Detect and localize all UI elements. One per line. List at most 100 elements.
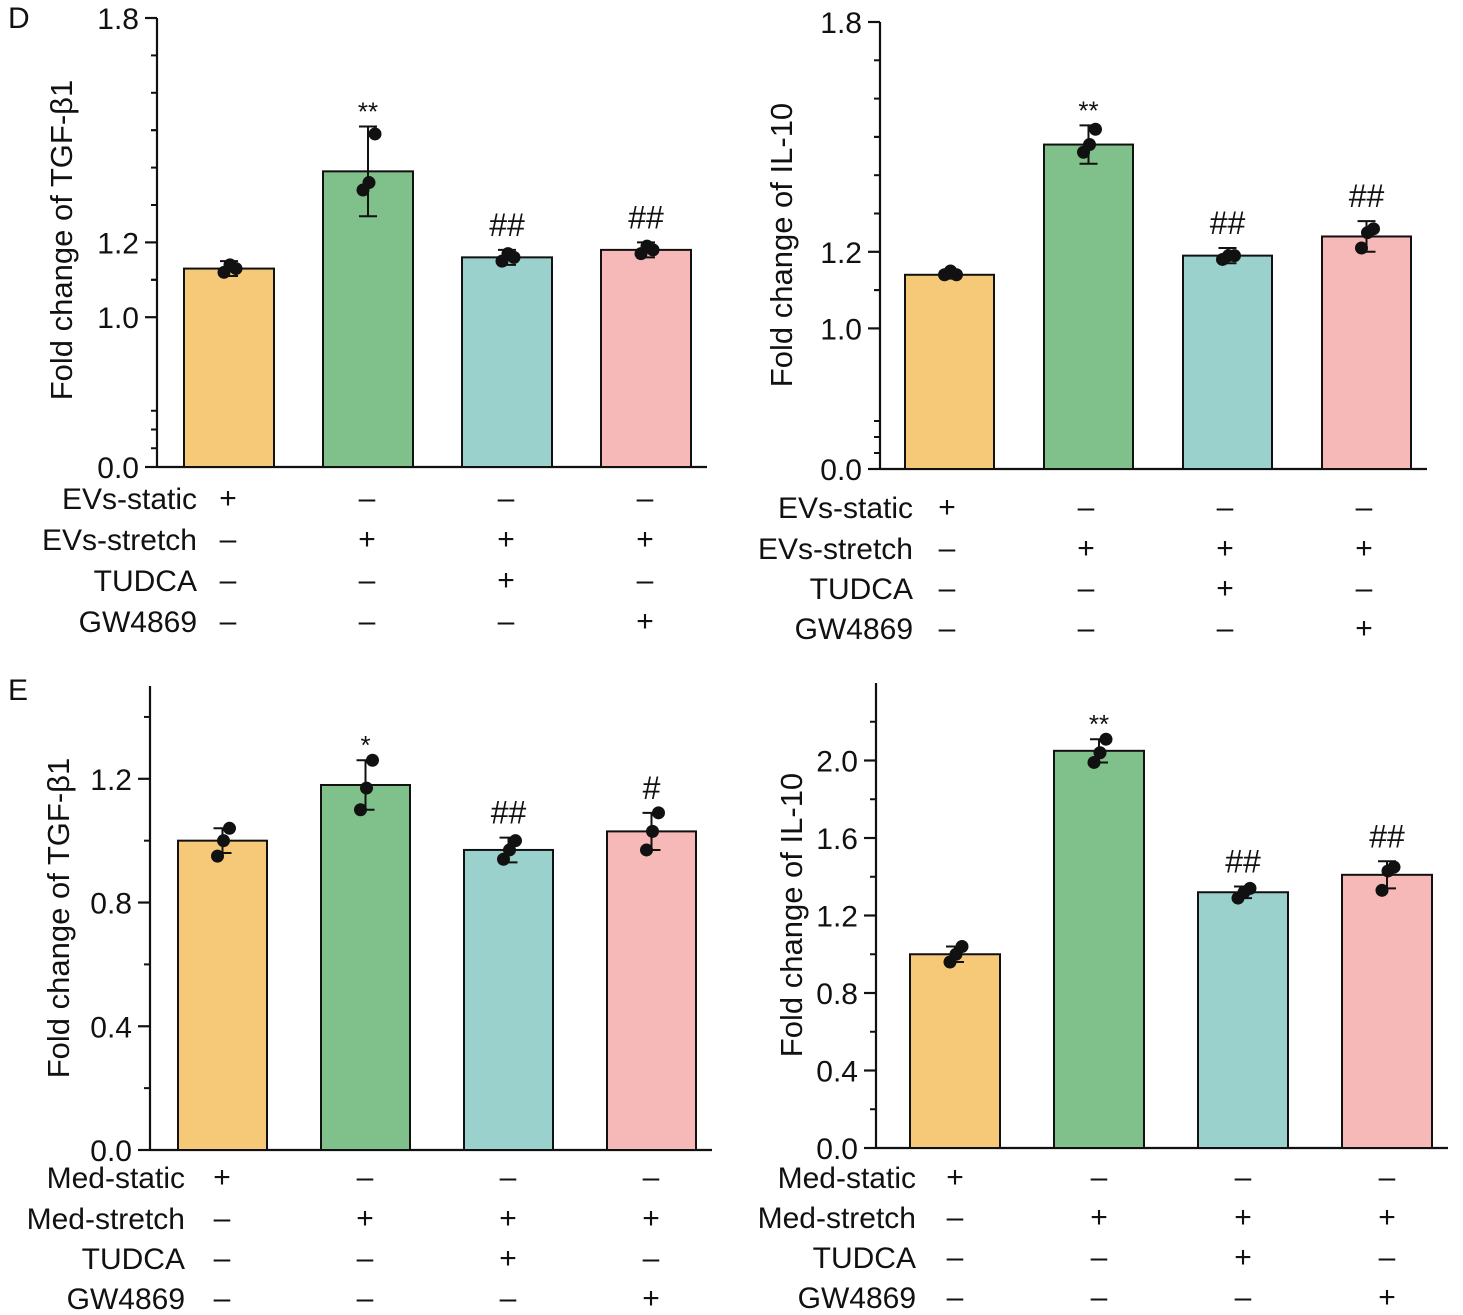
condition-label: Med-static bbox=[778, 1162, 916, 1195]
condition-sign: – bbox=[1356, 491, 1373, 524]
condition-sign: – bbox=[1379, 1161, 1396, 1194]
y-tick-label: 0.0 bbox=[97, 452, 139, 485]
condition-label: TUDCA bbox=[94, 565, 197, 598]
data-point bbox=[497, 852, 510, 866]
condition-sign: + bbox=[1378, 1281, 1396, 1314]
condition-sign: + bbox=[642, 1202, 660, 1235]
condition-sign: – bbox=[939, 572, 956, 605]
y-tick-label: 1.2 bbox=[90, 764, 132, 797]
significance-label: ## bbox=[1225, 843, 1261, 879]
condition-label: Med-stretch bbox=[27, 1203, 185, 1236]
condition-sign: – bbox=[214, 1202, 231, 1235]
data-point bbox=[366, 753, 379, 767]
condition-sign: + bbox=[1355, 532, 1373, 565]
condition-sign: – bbox=[1217, 612, 1234, 645]
condition-sign: + bbox=[1216, 532, 1234, 565]
data-point bbox=[507, 250, 521, 264]
y-tick-label: 2.0 bbox=[816, 746, 858, 779]
y-tick-label: 1.0 bbox=[820, 313, 862, 346]
data-point bbox=[1387, 860, 1401, 874]
y-tick-label: 0.8 bbox=[816, 978, 858, 1011]
condition-sign: + bbox=[219, 482, 237, 515]
data-point bbox=[646, 824, 659, 838]
condition-sign: – bbox=[220, 523, 237, 556]
bar-1 bbox=[177, 839, 268, 1152]
significance-label: # bbox=[643, 770, 661, 806]
condition-sign: + bbox=[636, 523, 654, 556]
condition-sign: – bbox=[939, 532, 956, 565]
y-tick-label: 1.2 bbox=[816, 901, 858, 934]
y-tick-label: 1.6 bbox=[816, 823, 858, 856]
y-tick-label: 1.2 bbox=[97, 227, 139, 260]
condition-label: EVs-stretch bbox=[42, 524, 197, 557]
data-point bbox=[368, 127, 382, 141]
condition-sign: + bbox=[1077, 532, 1095, 565]
condition-sign: – bbox=[1379, 1241, 1396, 1274]
condition-sign: – bbox=[1078, 572, 1095, 605]
condition-sign: – bbox=[643, 1161, 660, 1194]
condition-sign: + bbox=[1234, 1201, 1252, 1234]
condition-sign: + bbox=[1234, 1241, 1252, 1274]
significance-label: ## bbox=[628, 199, 664, 235]
y-tick-label: 1.8 bbox=[820, 7, 862, 40]
condition-sign: – bbox=[1091, 1161, 1108, 1194]
condition-sign: – bbox=[947, 1281, 964, 1314]
condition-sign: – bbox=[498, 482, 515, 515]
condition-sign: – bbox=[1235, 1161, 1252, 1194]
bar-1 bbox=[909, 953, 1001, 1149]
condition-label: GW4869 bbox=[798, 1282, 916, 1315]
condition-sign: – bbox=[220, 605, 237, 638]
y-tick-label: 0.4 bbox=[816, 1056, 858, 1089]
condition-sign: + bbox=[1378, 1201, 1396, 1234]
condition-sign: – bbox=[498, 605, 515, 638]
condition-sign: – bbox=[947, 1201, 964, 1234]
condition-label: Med-static bbox=[47, 1162, 185, 1195]
condition-sign: + bbox=[1090, 1201, 1108, 1234]
bar-4 bbox=[1321, 235, 1412, 470]
bar-3 bbox=[463, 848, 554, 1151]
condition-sign: – bbox=[500, 1161, 517, 1194]
condition-sign: – bbox=[1217, 491, 1234, 524]
condition-sign: + bbox=[499, 1242, 517, 1275]
y-tick-label: 1.8 bbox=[97, 3, 139, 36]
data-point bbox=[955, 940, 969, 953]
panel-label: E bbox=[8, 674, 28, 707]
data-point bbox=[1089, 122, 1102, 136]
bar-3 bbox=[1197, 891, 1289, 1149]
bar-4 bbox=[600, 248, 692, 468]
condition-sign: + bbox=[1355, 612, 1373, 645]
y-tick-label: 0.0 bbox=[820, 454, 862, 487]
data-point bbox=[354, 803, 367, 817]
condition-sign: – bbox=[359, 605, 376, 638]
panel-label: D bbox=[8, 2, 30, 35]
y-tick-label: 1.0 bbox=[97, 302, 139, 335]
condition-sign: – bbox=[220, 564, 237, 597]
condition-label: EVs-static bbox=[778, 492, 913, 525]
significance-label: ** bbox=[358, 96, 378, 126]
data-point bbox=[640, 843, 653, 857]
condition-sign: – bbox=[1091, 1241, 1108, 1274]
condition-sign: – bbox=[214, 1242, 231, 1275]
data-point bbox=[652, 806, 665, 820]
condition-label: EVs-static bbox=[62, 483, 197, 516]
data-point bbox=[509, 834, 522, 848]
condition-label: EVs-stretch bbox=[758, 533, 913, 566]
significance-label: * bbox=[360, 730, 370, 760]
condition-sign: – bbox=[500, 1282, 517, 1315]
data-point bbox=[217, 834, 230, 848]
condition-sign: – bbox=[1235, 1281, 1252, 1314]
y-axis-label: Fold change of TGF-β1 bbox=[44, 80, 79, 401]
condition-label: TUDCA bbox=[82, 1243, 185, 1276]
condition-sign: – bbox=[214, 1282, 231, 1315]
condition-label: GW4869 bbox=[795, 613, 913, 646]
condition-sign: – bbox=[637, 564, 654, 597]
significance-label: ## bbox=[1349, 178, 1385, 214]
condition-sign: + bbox=[358, 523, 376, 556]
condition-sign: – bbox=[947, 1241, 964, 1274]
y-tick-label: 1.2 bbox=[820, 237, 862, 270]
condition-sign: – bbox=[1356, 572, 1373, 605]
condition-sign: – bbox=[359, 564, 376, 597]
condition-sign: – bbox=[357, 1161, 374, 1194]
significance-label: ## bbox=[1210, 205, 1246, 241]
condition-sign: – bbox=[643, 1242, 660, 1275]
